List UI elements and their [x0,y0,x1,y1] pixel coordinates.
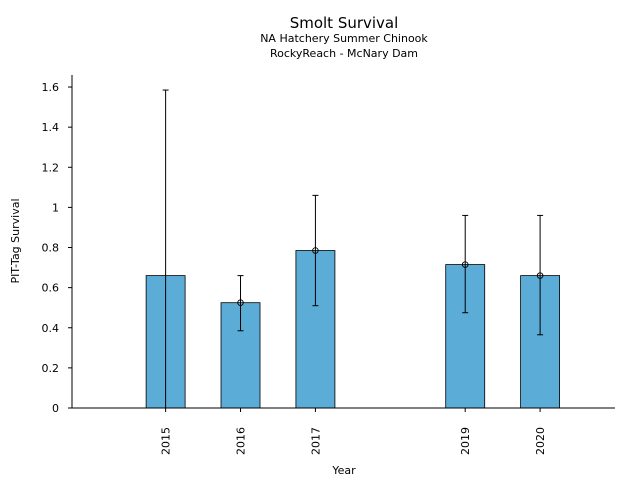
y-tick-label-5: 1 [52,201,59,214]
chart-subtitle-line-2: RockyReach - McNary Dam [270,47,418,60]
chart-title: Smolt Survival [290,14,399,32]
y-tick-label-3: 0.6 [42,282,60,295]
x-tick-label-2019: 2019 [459,427,472,455]
plot-area: 0 0.2 0.4 0.6 0.8 1 1.2 1.4 1.6 2015 2016 2017 2019 2… [42,81,561,455]
y-tick-label-1: 0.2 [42,362,60,375]
x-tick-label-2016: 2016 [235,427,248,455]
point-marker-2016 [237,299,244,306]
x-tick-label-2015: 2015 [160,427,173,455]
x-tick-label-2020: 2020 [534,427,547,455]
x-axis-label: Year [331,464,356,477]
y-axis-label: PIT-Tag Survival [9,198,22,283]
x-tick-label-2017: 2017 [309,427,322,455]
y-tick-label-4: 0.8 [42,242,60,255]
point-marker-2019 [461,261,469,268]
y-tick-label-6: 1.2 [42,161,60,174]
y-tick-label-2: 0.4 [42,322,60,335]
y-tick-label-0: 0 [52,402,59,415]
point-marker-2020 [536,272,544,279]
y-tick-label-8: 1.6 [42,81,60,94]
y-tick-label-7: 1.4 [42,121,60,134]
point-marker-2017 [312,247,319,254]
chart-subtitle-line-1: NA Hatchery Summer Chinook [260,32,428,45]
